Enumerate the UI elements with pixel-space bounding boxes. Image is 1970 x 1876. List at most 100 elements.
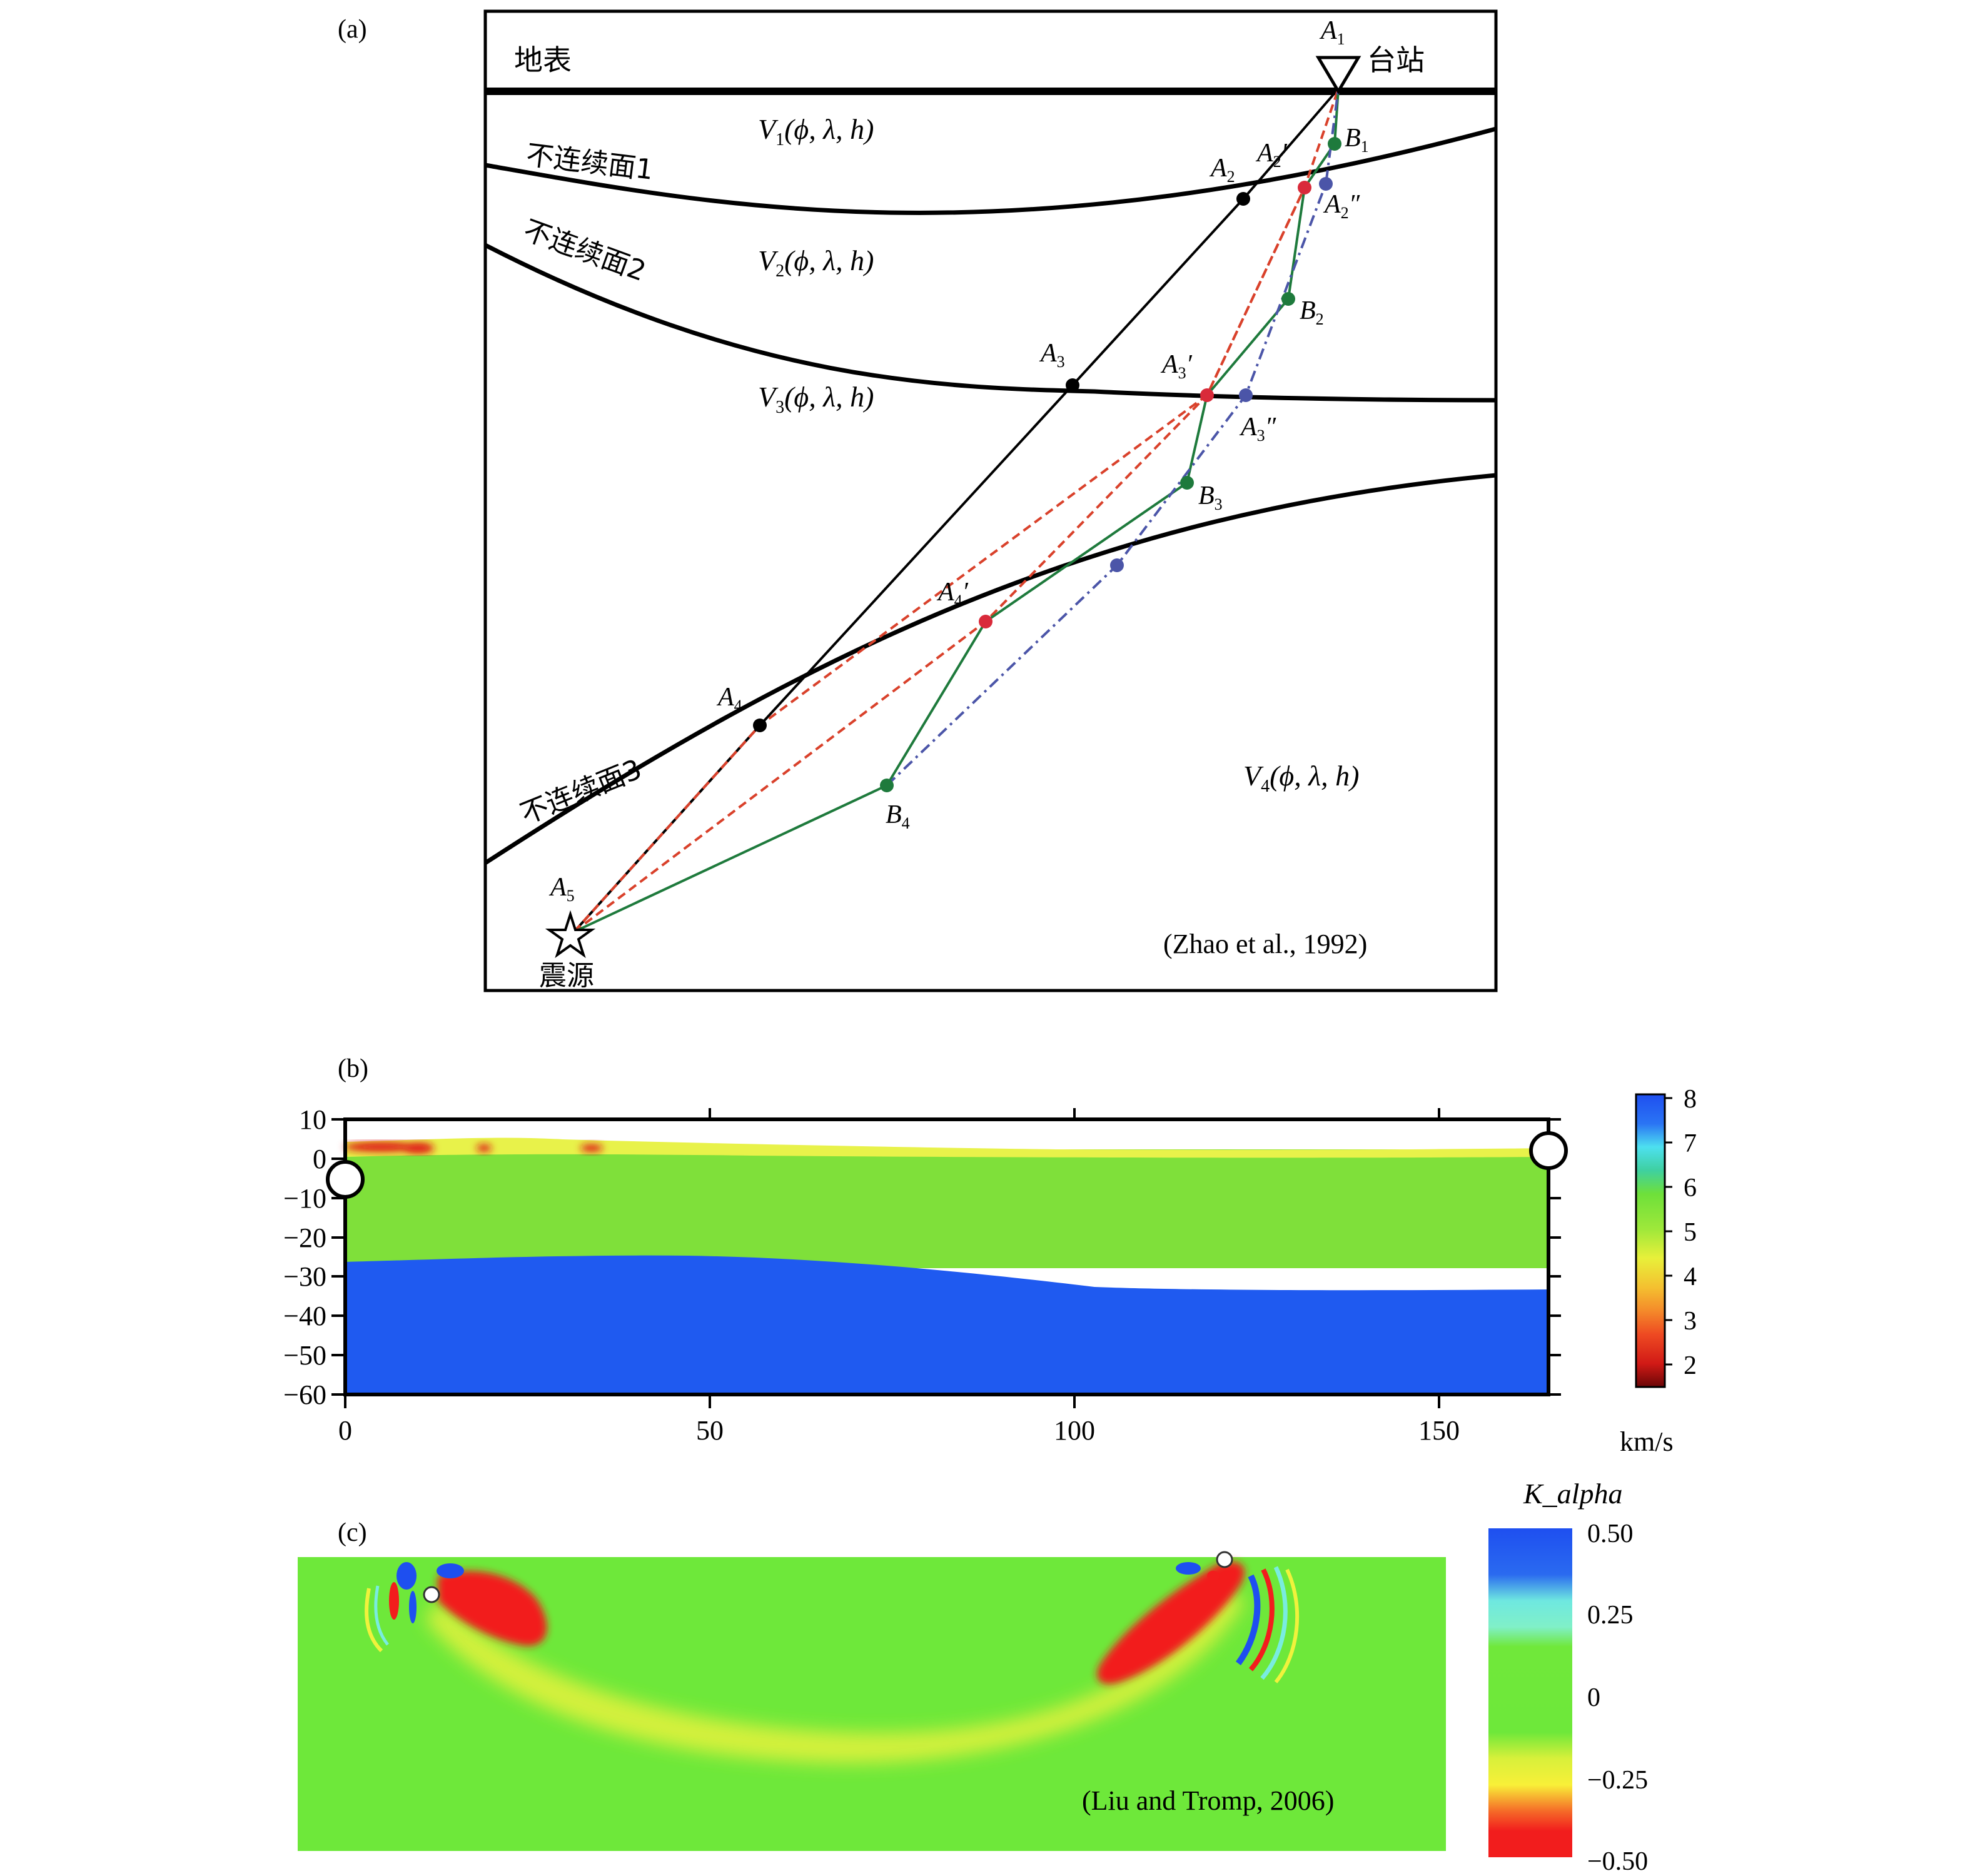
kernel-receiver-marker-icon (1216, 1551, 1233, 1568)
colorbar-tick-label: 7 (1684, 1129, 1697, 1158)
velocity-layer-3: V3(ϕ, λ, h) (758, 381, 874, 417)
discontinuity-3-label: 不连续面3 (516, 753, 646, 830)
point-b1 (1328, 137, 1341, 151)
label-a2-double-prime: A2″ (1323, 190, 1360, 222)
point-a2-prime (1298, 181, 1311, 194)
kernel-colorbar-tick: −0.25 (1587, 1766, 1648, 1795)
x-tick-label: 50 (696, 1415, 724, 1446)
panel-b: (b) (283, 1054, 1697, 1457)
crust-layer (345, 1149, 1548, 1268)
kernel-source-marker-icon (423, 1586, 440, 1603)
receiver-marker-icon (1529, 1131, 1568, 1170)
point-blue-3 (1110, 558, 1124, 572)
y-tick-label: −20 (283, 1223, 326, 1253)
panel-b-y-tick-labels: 10 0 −10 −20 −30 −40 −50 −60 (283, 1104, 326, 1410)
label-b1: B1 (1345, 124, 1369, 156)
panel-a: (a) 地表 不连续面1 不连续面2 不连续面3 V1(ϕ, λ, h) V2(… (338, 9, 1498, 992)
label-a2: A2 (1209, 154, 1235, 186)
panel-b-colorbar: 8 7 6 5 4 3 2 km/s (1620, 1085, 1697, 1457)
station-triangle-icon (1315, 56, 1361, 94)
label-a2-prime: A2′ (1255, 139, 1288, 171)
y-tick-label: −50 (283, 1340, 326, 1371)
point-b3 (1180, 476, 1194, 490)
colorbar-tick-label: 2 (1684, 1351, 1697, 1380)
velocity-section (344, 1137, 1548, 1394)
panel-c-colorbar: K_alpha 0.50 0.25 0 −0.25 −0.50 (1488, 1478, 1648, 1876)
point-a4 (753, 719, 767, 732)
panel-b-x-tick-labels: 0 50 100 150 (338, 1415, 1460, 1446)
panel-a-label: (a) (338, 15, 367, 44)
source-star-icon (545, 910, 596, 959)
label-b3: B3 (1198, 482, 1223, 513)
label-a1: A1 (1319, 16, 1345, 48)
point-b2 (1281, 292, 1295, 306)
kernel-colorbar-tick: 0 (1587, 1683, 1600, 1712)
label-b2: B2 (1300, 296, 1324, 328)
velocity-layer-2: V2(ϕ, λ, h) (758, 245, 874, 281)
y-tick-label: 0 (313, 1144, 326, 1174)
discontinuity-3 (484, 473, 1497, 865)
low-velocity-anomalies (344, 1142, 603, 1154)
label-b4: B4 (886, 800, 910, 832)
panel-b-label: (b) (338, 1054, 368, 1083)
y-tick-label: −10 (283, 1183, 326, 1214)
point-a2 (1236, 192, 1250, 206)
x-tick-label: 100 (1054, 1415, 1095, 1446)
sensitivity-kernel (298, 1551, 1446, 1851)
surface-layer (345, 1137, 1548, 1158)
kernel-receiver-lobes (1097, 1551, 1300, 1685)
source-label: 震源 (539, 960, 594, 992)
y-tick-label: −30 (283, 1261, 326, 1292)
label-a3-double-prime: A3″ (1239, 413, 1276, 445)
colorbar-tick-label: 8 (1684, 1085, 1697, 1114)
kernel-source-lobes (365, 1562, 547, 1653)
kernel-colorbar-tick: 0.25 (1587, 1601, 1634, 1630)
panel-a-citation: (Zhao et al., 1992) (1163, 929, 1367, 959)
discontinuity-2-label: 不连续面2 (519, 214, 650, 288)
point-a3 (1066, 378, 1079, 392)
label-a4: A4 (716, 683, 742, 715)
panel-c-citation: (Liu and Tromp, 2006) (1082, 1785, 1334, 1816)
velocity-layer-4: V4(ϕ, λ, h) (1243, 760, 1359, 796)
y-tick-label: −40 (283, 1301, 326, 1331)
label-a4-prime: A4′ (936, 578, 969, 610)
panel-b-ticks (331, 1108, 1561, 1408)
point-a4-prime (979, 615, 993, 628)
point-a2-double-prime (1319, 177, 1333, 191)
point-b4 (880, 779, 894, 792)
colorbar-tick-label: 4 (1684, 1263, 1697, 1291)
panel-c: (c) (298, 1478, 1648, 1876)
velocity-colorbar (1635, 1093, 1666, 1388)
kernel-colorbar-title: K_alpha (1523, 1478, 1622, 1510)
kernel-colorbar-tick: 0.50 (1587, 1520, 1634, 1548)
x-tick-label: 0 (338, 1415, 352, 1446)
discontinuity-2 (484, 243, 1497, 403)
panel-a-frame (483, 9, 1498, 992)
mantle-layer (345, 1255, 1548, 1394)
label-a3-prime: A3′ (1160, 350, 1193, 382)
panel-c-label: (c) (338, 1518, 367, 1547)
y-tick-label: −60 (283, 1379, 326, 1410)
label-a3: A3 (1039, 339, 1065, 371)
point-a3-prime (1200, 388, 1214, 402)
kernel-colorbar (1488, 1528, 1572, 1857)
point-a3-double-prime (1239, 388, 1253, 402)
discontinuity-1-label: 不连续面1 (525, 139, 655, 186)
station-label: 台站 (1367, 43, 1425, 77)
colorbar-tick-label: 3 (1684, 1307, 1697, 1336)
colorbar-tick-label: 6 (1684, 1174, 1697, 1203)
kernel-colorbar-tick: −0.50 (1587, 1847, 1648, 1876)
kernel-banana-yellow (425, 1588, 1245, 1763)
colorbar-tick-label: 5 (1684, 1218, 1697, 1247)
colorbar-unit: km/s (1620, 1426, 1674, 1457)
x-tick-label: 150 (1418, 1415, 1460, 1446)
velocity-layer-1: V1(ϕ, λ, h) (758, 113, 874, 149)
y-tick-label: 10 (299, 1104, 326, 1135)
discontinuity-1 (485, 126, 1497, 215)
red-ray-2 (573, 187, 1306, 933)
source-marker-icon (326, 1160, 365, 1199)
panel-b-frame (343, 1117, 1550, 1396)
label-a5: A5 (548, 873, 575, 905)
surface-label: 地表 (514, 43, 572, 77)
